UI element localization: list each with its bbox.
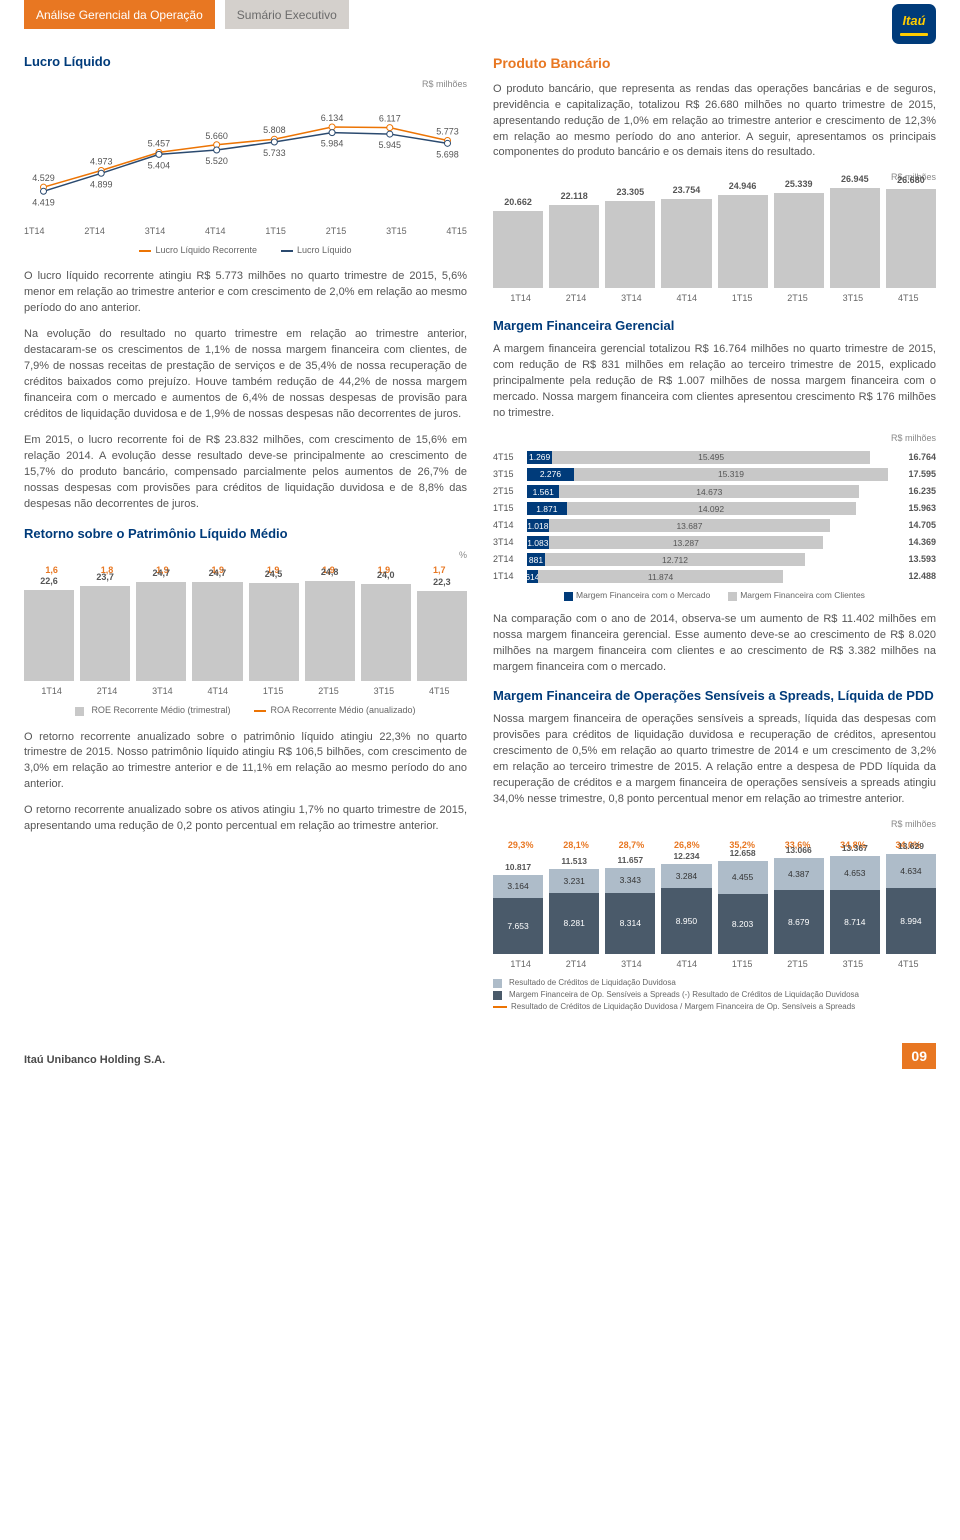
- svg-text:5.404: 5.404: [148, 161, 171, 171]
- left-column: Lucro Líquido R$ milhões 4.529 4.419 4.973…: [24, 53, 467, 1013]
- margem-fin-row: 4T151.26915.49516.764: [493, 451, 936, 464]
- svg-text:5.733: 5.733: [263, 148, 286, 158]
- roe-bar: 24,7: [192, 567, 242, 681]
- svg-text:4.973: 4.973: [90, 157, 113, 167]
- margem-fin-row: 3T152.27615.31917.595: [493, 468, 936, 481]
- para-lucro-2: Na evolução do resultado no quarto trime…: [24, 327, 467, 423]
- svg-text:5.520: 5.520: [205, 156, 228, 166]
- produto-bar: 23.754: [661, 184, 711, 288]
- spreads-bar: 13.0668.6794.387: [774, 844, 824, 954]
- roe-title: Retorno sobre o Patrimônio Líquido Médio: [24, 525, 467, 544]
- roe-unit: %: [24, 549, 467, 562]
- produto-bar: 26.945: [830, 173, 880, 288]
- svg-text:4.419: 4.419: [32, 198, 55, 208]
- produto-title: Produto Bancário: [493, 53, 936, 73]
- legend-mf-clientes: Margem Financeira com Clientes: [740, 590, 865, 600]
- spreads-bar: 11.5138.2813.231: [549, 855, 599, 954]
- right-column: Produto Bancário O produto bancário, que…: [493, 53, 936, 1013]
- spreads-title: Margem Financeira de Operações Sensíveis…: [493, 687, 936, 706]
- legend-roa: ROA Recorrente Médio (anualizado): [270, 704, 415, 717]
- header-tag-operation: Análise Gerencial da Operação: [24, 0, 215, 29]
- roe-chart: 1,61,81,91,91,91,91,91,7 22,623,724,724,…: [24, 564, 467, 698]
- margem-fin-row: 4T141.01813.68714.705: [493, 519, 936, 532]
- footer-company: Itaú Unibanco Holding S.A.: [24, 1053, 165, 1069]
- page-header: Análise Gerencial da Operação Sumário Ex…: [24, 0, 936, 29]
- spreads-legend: Resultado de Créditos de Liquidação Duvi…: [493, 977, 936, 1013]
- produto-body: O produto bancário, que representa as re…: [493, 82, 936, 162]
- spreads-bar: 12.2348.9503.284: [661, 850, 711, 954]
- produto-bar: 26.680: [886, 174, 936, 288]
- legend-sp-1: Resultado de Créditos de Liquidação Duvi…: [509, 977, 676, 989]
- svg-text:4.529: 4.529: [32, 173, 55, 183]
- margem-fin-hbar-chart: 4T151.26915.49516.764 3T152.27615.31917.5…: [493, 451, 936, 583]
- spreads-bar: 13.3678.7144.653: [830, 842, 880, 954]
- produto-bar: 24.946: [718, 180, 768, 288]
- margem-fin-title: Margem Financeira Gerencial: [493, 317, 936, 336]
- spreads-bar: 10.8177.6533.164: [493, 861, 543, 954]
- lucro-axis-labels: 1T142T143T144T141T152T153T154T15: [24, 225, 467, 238]
- roe-bar: 24,7: [136, 567, 186, 681]
- svg-text:5.773: 5.773: [436, 127, 459, 137]
- para-mf: Na comparação com o ano de 2014, observa…: [493, 612, 936, 676]
- itau-logo: Itaú: [892, 4, 936, 44]
- para-roe-2: O retorno recorrente anualizado sobre os…: [24, 803, 467, 835]
- svg-text:5.660: 5.660: [205, 131, 228, 141]
- legend-liquido: Lucro Líquido: [297, 244, 352, 257]
- roe-bar: 22,6: [24, 575, 74, 681]
- spreads-bar: 13.6298.9944.634: [886, 840, 936, 954]
- para-roe-1: O retorno recorrente anualizado sobre o …: [24, 730, 467, 794]
- spreads-chart: 29,3%28,1%28,7%26,8%35,2%33,6%34,8%34,0%…: [493, 839, 936, 971]
- produto-bar-chart: 20.66222.11823.30523.75424.94625.33926.9…: [493, 188, 936, 288]
- page-number: 09: [902, 1043, 936, 1069]
- margem-fin-unit: R$ milhões: [493, 432, 936, 445]
- margem-fin-row: 3T141.08313.28714.369: [493, 536, 936, 549]
- svg-text:4.899: 4.899: [90, 180, 113, 190]
- lucro-unit: R$ milhões: [24, 78, 467, 91]
- svg-text:5.945: 5.945: [379, 140, 402, 150]
- legend-mf-mercado: Margem Financeira com o Mercado: [576, 590, 710, 600]
- produto-bar: 23.305: [605, 186, 655, 288]
- margem-fin-legend: Margem Financeira com o Mercado Margem F…: [493, 589, 936, 601]
- produto-bar: 25.339: [774, 178, 824, 288]
- roe-bar: 23,7: [80, 571, 130, 681]
- lucro-legend: Lucro Líquido Recorrente Lucro Líquido: [24, 244, 467, 257]
- roe-bar: 24,8: [305, 566, 355, 681]
- legend-sp-2: Margem Financeira de Op. Sensíveis a Spr…: [509, 989, 859, 1001]
- header-tag-summary: Sumário Executivo: [225, 0, 349, 29]
- svg-text:5.984: 5.984: [321, 139, 344, 149]
- svg-text:6.134: 6.134: [321, 113, 344, 123]
- para-lucro-1: O lucro líquido recorrente atingiu R$ 5.…: [24, 269, 467, 317]
- spreads-bar: 12.6588.2034.455: [718, 847, 768, 954]
- roe-bar: 24,0: [361, 569, 411, 681]
- roe-bar: 24,5: [249, 568, 299, 681]
- margem-fin-body: A margem financeira gerencial totalizou …: [493, 342, 936, 422]
- produto-bar: 20.662: [493, 196, 543, 288]
- margem-fin-row: 1T151.87114.09215.963: [493, 502, 936, 515]
- lucro-liquido-title: Lucro Líquido: [24, 53, 467, 72]
- spreads-unit: R$ milhões: [493, 818, 936, 831]
- lucro-liquido-line-chart: 4.529 4.419 4.973 4.899 5.457 5.404 5.660 5.520…: [24, 97, 467, 217]
- legend-recorrente: Lucro Líquido Recorrente: [155, 244, 257, 257]
- roe-bar: 22,3: [417, 576, 467, 681]
- svg-text:6.117: 6.117: [379, 114, 401, 124]
- svg-text:5.698: 5.698: [436, 150, 459, 160]
- svg-text:5.457: 5.457: [148, 139, 171, 149]
- page-footer: Itaú Unibanco Holding S.A. 09: [24, 1035, 936, 1069]
- logo-text: Itaú: [902, 12, 925, 31]
- svg-text:5.808: 5.808: [263, 125, 286, 135]
- spreads-bar: 11.6578.3143.343: [605, 854, 655, 954]
- margem-fin-row: 2T151.56114.67316.235: [493, 485, 936, 498]
- margem-fin-row: 2T1488112.71213.593: [493, 553, 936, 566]
- spreads-body: Nossa margem financeira de operações sen…: [493, 712, 936, 808]
- produto-bar: 22.118: [549, 190, 599, 288]
- para-lucro-3: Em 2015, o lucro recorrente foi de R$ 23…: [24, 433, 467, 513]
- legend-sp-3: Resultado de Créditos de Liquidação Duvi…: [511, 1001, 855, 1013]
- legend-roe: ROE Recorrente Médio (trimestral): [91, 704, 230, 717]
- roe-legend: ROE Recorrente Médio (trimestral) ROA Re…: [24, 704, 467, 717]
- margem-fin-row: 1T1461411.87412.488: [493, 570, 936, 583]
